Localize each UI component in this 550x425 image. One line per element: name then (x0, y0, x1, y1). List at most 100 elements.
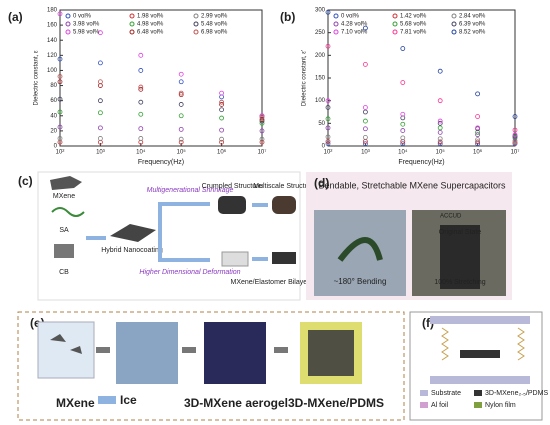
text: Substrate (431, 390, 461, 397)
y-tick-label: 150 (315, 76, 326, 82)
icon (430, 376, 530, 384)
point (325, 139, 331, 144)
point (219, 90, 225, 96)
legend-label: 2.84 vol% (459, 14, 486, 20)
panel-label: (a) (8, 10, 23, 24)
text: CB (59, 269, 69, 276)
point (259, 117, 265, 122)
text: MXene/Elastomer Bilayer (231, 279, 311, 286)
y-axis-label: Dielectric constant, ε (34, 50, 40, 105)
text: ACCUD (440, 214, 462, 220)
y-tick-label: 0 (54, 144, 58, 150)
point (219, 107, 225, 113)
point (219, 102, 225, 107)
legend-marker (129, 21, 135, 27)
legend-label: 7.81 vol% (400, 30, 427, 36)
panel-label: (c) (18, 174, 33, 188)
point (57, 124, 63, 130)
point (57, 56, 63, 62)
icon (308, 330, 354, 376)
y-tick-label: 80 (50, 83, 57, 89)
legend-marker (129, 29, 135, 35)
icon (50, 334, 82, 354)
text: 3D-MXene/PDMS (288, 396, 384, 410)
icon (37, 321, 95, 379)
panel-f: (f) Substrate 3D-MXene₂.₅/PDMS Al foil N… (409, 311, 548, 421)
point (325, 105, 331, 110)
text: Bendable, Stretchable MXene Supercapacit… (318, 180, 506, 190)
text: Ice (120, 393, 137, 407)
text: ~180° Bending (334, 277, 387, 286)
icon (51, 207, 85, 217)
point (437, 118, 443, 124)
point (98, 79, 103, 85)
point (219, 136, 225, 142)
x-tick-label: 10⁷ (258, 149, 267, 156)
y-tick-label: 50 (318, 121, 325, 127)
legend-label: 1.42 vol% (400, 14, 427, 20)
y-tick-label: 180 (47, 8, 58, 14)
point (362, 25, 368, 31)
point (362, 134, 368, 140)
point (98, 60, 103, 66)
point (98, 136, 103, 141)
text: Nylon film (485, 402, 516, 409)
point (437, 98, 443, 104)
legend-marker (451, 21, 457, 27)
y-tick-label: 40 (50, 113, 57, 119)
x-tick-label: 10⁴ (398, 149, 408, 156)
point (362, 109, 368, 115)
point (400, 121, 406, 127)
legend-label: 7.10 vol% (341, 30, 368, 36)
plot-frame (327, 9, 516, 147)
point (138, 68, 144, 73)
point (437, 136, 443, 142)
text: SA (59, 227, 69, 234)
point (259, 136, 265, 142)
x-tick-label: 10⁶ (473, 149, 483, 156)
legend-marker (392, 29, 398, 35)
text: 3D-MXene₂.₅/PDMS (485, 390, 548, 397)
legend-marker (333, 13, 339, 19)
point (219, 115, 225, 121)
x-axis-label: Frequency(Hz) (138, 159, 184, 166)
point (138, 84, 144, 90)
panel-label: (b) (280, 10, 295, 24)
point (259, 128, 265, 134)
x-tick-label: 10² (56, 150, 65, 156)
icon (460, 350, 500, 358)
legend-marker (333, 29, 339, 35)
legend-label: 3.98 vol% (73, 22, 100, 28)
point (512, 141, 518, 147)
text: Crumpled Structure (202, 183, 263, 190)
point (219, 127, 225, 133)
legend-label: 4.98 vol% (137, 22, 164, 28)
point (219, 99, 225, 105)
point (98, 30, 103, 36)
icon (204, 322, 266, 384)
point (362, 105, 368, 110)
panel-e: (e) MXene Ice 3D-MXene aerogel 3D-MXene/… (17, 311, 405, 421)
plot-frame (59, 9, 263, 147)
point (138, 136, 144, 141)
y-tick-label: 140 (47, 38, 58, 44)
x-tick-label: 10⁵ (177, 149, 187, 156)
point (57, 79, 63, 85)
point (400, 80, 406, 85)
legend-label: 6.39 vol% (459, 22, 486, 28)
icon (441, 327, 525, 361)
point (437, 141, 443, 147)
point (437, 120, 443, 126)
legend-marker (392, 13, 398, 19)
icon (272, 252, 296, 264)
point (178, 71, 184, 77)
point (138, 99, 144, 105)
text: Multigenerational Shrinkage (147, 187, 234, 194)
panel-frame (37, 171, 301, 301)
y-tick-label: 160 (47, 23, 58, 29)
point (400, 46, 406, 51)
point (475, 91, 481, 97)
icon (272, 196, 296, 214)
point (57, 96, 63, 102)
